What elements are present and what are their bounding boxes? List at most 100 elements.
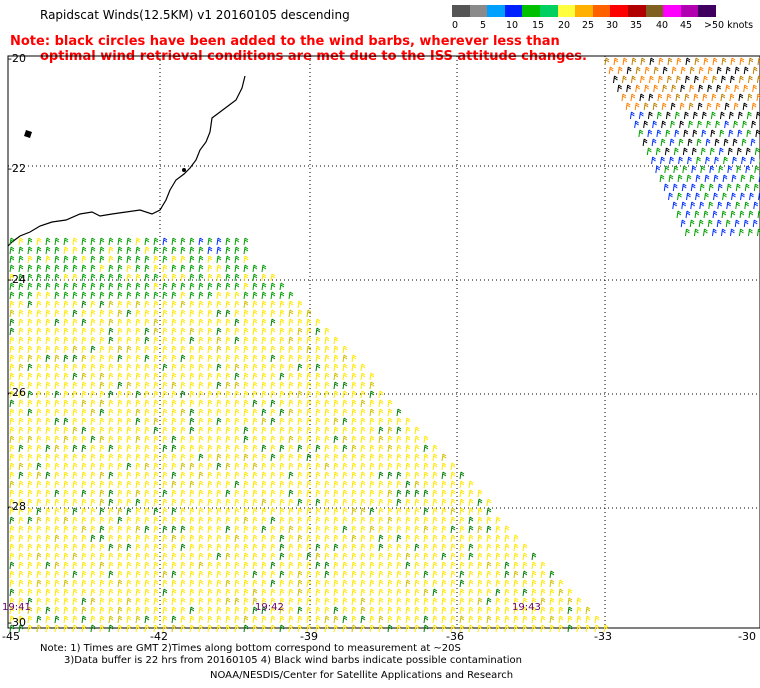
- wind-barb: [162, 579, 168, 588]
- wind-barb: [225, 444, 231, 453]
- wind-barb: [664, 165, 670, 174]
- wind-barb: [153, 291, 159, 300]
- wind-barb: [216, 408, 222, 417]
- wind-barb: [18, 327, 24, 336]
- wind-barb: [45, 237, 51, 246]
- wind-barb: [692, 129, 698, 138]
- wind-barb: [243, 336, 249, 345]
- wind-barb: [216, 336, 222, 345]
- wind-barb: [279, 399, 285, 408]
- wind-barb: [126, 246, 132, 255]
- wind-barb: [153, 318, 159, 327]
- wind-barb: [18, 444, 24, 453]
- wind-barb: [333, 399, 339, 408]
- wind-barb: [108, 480, 114, 489]
- wind-barb: [90, 318, 96, 327]
- wind-barb: [9, 345, 15, 354]
- wind-barb: [297, 354, 303, 363]
- wind-barb: [306, 561, 312, 570]
- wind-barb: [698, 66, 704, 75]
- wind-barb: [261, 327, 267, 336]
- wind-barb: [45, 363, 51, 372]
- wind-barb: [216, 246, 222, 255]
- wind-barb: [297, 372, 303, 381]
- wind-barb: [297, 309, 303, 318]
- wind-barb: [108, 606, 114, 615]
- wind-barb: [216, 507, 222, 516]
- wind-barb: [396, 525, 402, 534]
- legend-swatch: [627, 5, 646, 17]
- wind-barb: [171, 399, 177, 408]
- wind-barb: [261, 372, 267, 381]
- wind-barb: [126, 570, 132, 579]
- wind-barb: [63, 624, 69, 633]
- wind-barb: [153, 480, 159, 489]
- wind-barb: [684, 228, 690, 237]
- wind-barb: [180, 507, 186, 516]
- wind-barb: [36, 381, 42, 390]
- wind-barb: [216, 327, 222, 336]
- wind-barb: [279, 534, 285, 543]
- wind-barb: [549, 588, 555, 597]
- wind-barb: [288, 390, 294, 399]
- wind-barb: [396, 435, 402, 444]
- wind-barb: [162, 300, 168, 309]
- wind-barb: [717, 201, 723, 210]
- wind-barb: [99, 480, 105, 489]
- wind-barb: [9, 291, 15, 300]
- wind-barb: [45, 489, 51, 498]
- wind-barb: [9, 435, 15, 444]
- wind-barb: [27, 264, 33, 273]
- wind-barb: [135, 318, 141, 327]
- wind-barb: [171, 345, 177, 354]
- wind-barb: [216, 372, 222, 381]
- pass-time: 19:43: [512, 602, 541, 613]
- wind-barb: [656, 111, 662, 120]
- wind-barb: [9, 417, 15, 426]
- wind-barb: [54, 399, 60, 408]
- wind-barb: [252, 345, 258, 354]
- wind-barb: [396, 498, 402, 507]
- legend-swatch: [469, 5, 488, 17]
- wind-barb: [72, 255, 78, 264]
- wind-barb: [252, 336, 258, 345]
- wind-barb: [162, 399, 168, 408]
- wind-barb: [216, 543, 222, 552]
- wind-barb: [279, 336, 285, 345]
- wind-barb: [252, 318, 258, 327]
- wind-barb: [81, 507, 87, 516]
- wind-barb: [189, 561, 195, 570]
- wind-barb: [198, 363, 204, 372]
- wind-barb: [405, 462, 411, 471]
- wind-barb: [744, 201, 750, 210]
- wind-barb: [9, 615, 15, 624]
- wind-barb: [689, 219, 695, 228]
- wind-barb: [279, 354, 285, 363]
- wind-barb: [171, 363, 177, 372]
- wind-barb: [189, 516, 195, 525]
- wind-barb: [225, 309, 231, 318]
- wind-barb: [752, 219, 758, 228]
- wind-barb: [333, 543, 339, 552]
- wind-barb: [108, 435, 114, 444]
- wind-barb: [522, 570, 528, 579]
- wind-barb: [54, 354, 60, 363]
- wind-barb: [72, 282, 78, 291]
- wind-barb: [342, 516, 348, 525]
- wind-barb: [270, 417, 276, 426]
- wind-barb: [18, 435, 24, 444]
- wind-barb: [315, 534, 321, 543]
- wind-barb: [324, 417, 330, 426]
- wind-barb: [414, 525, 420, 534]
- wind-barb: [180, 480, 186, 489]
- wind-barb: [162, 570, 168, 579]
- wind-barb: [81, 237, 87, 246]
- wind-barb: [634, 120, 639, 129]
- wind-barb: [279, 318, 285, 327]
- wind-barb: [612, 75, 618, 84]
- wind-barb: [198, 264, 204, 273]
- wind-barb: [117, 489, 123, 498]
- wind-barb: [207, 471, 213, 480]
- wind-barb: [441, 588, 447, 597]
- wind-barb: [342, 489, 348, 498]
